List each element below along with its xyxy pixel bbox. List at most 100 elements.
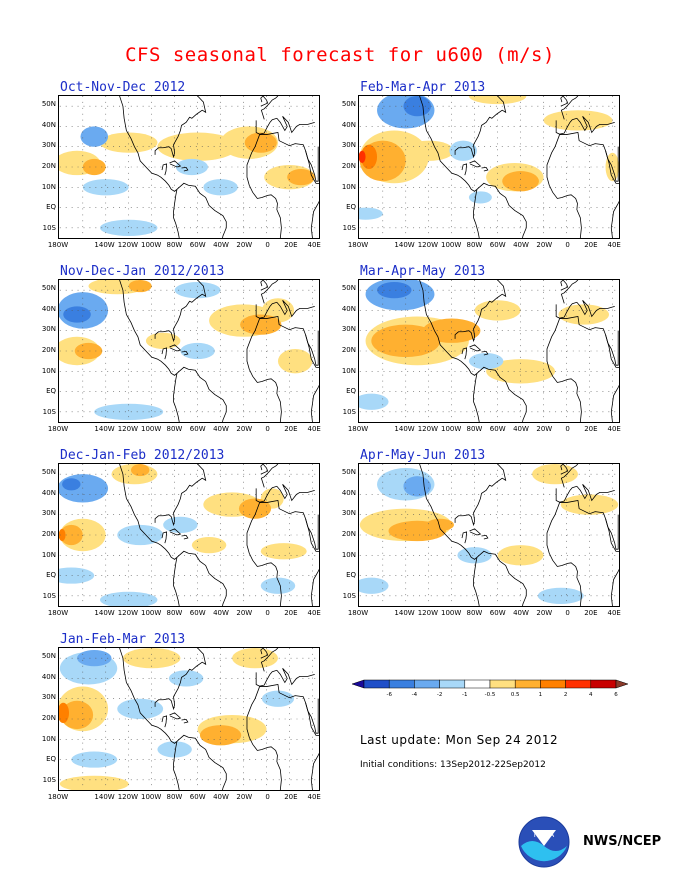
svg-text:NOAA: NOAA: [534, 831, 555, 839]
coastline: [246, 686, 282, 790]
coastline: [461, 347, 468, 360]
coastline: [260, 648, 279, 672]
coastline: [173, 189, 180, 238]
coastline: [246, 318, 282, 422]
coastline: [481, 166, 489, 172]
lat-tick-label: EQ: [46, 755, 56, 764]
coastline: [560, 464, 569, 475]
lon-tick-label: 60W: [189, 425, 206, 433]
lon-tick-label: 40W: [213, 241, 229, 249]
colorbar-tick-label: 1: [539, 692, 543, 698]
lat-tick-label: 40N: [41, 120, 56, 129]
anomaly-contour: [240, 314, 282, 335]
coastline: [419, 464, 478, 560]
coastline: [176, 366, 227, 422]
lat-tick-label: EQ: [346, 387, 356, 396]
lon-tick-label: 140W: [94, 609, 115, 617]
anomaly-contour: [199, 725, 242, 746]
lat-tick-label: EQ: [346, 203, 356, 212]
lon-tick-label: 140W: [394, 425, 415, 433]
coastline: [260, 464, 269, 475]
lat-tick-label: 10N: [341, 366, 356, 375]
coastline: [169, 712, 182, 720]
anomaly-contour: [560, 494, 619, 515]
lat-tick-label: 20N: [341, 346, 356, 354]
anomaly-contour: [100, 219, 158, 236]
lon-tick-label: 60W: [489, 609, 506, 617]
lat-tick-label: 10S: [42, 407, 56, 416]
lat-tick-label: 50N: [41, 284, 56, 293]
anomaly-contour: [359, 393, 389, 410]
lon-tick-label: 180W: [47, 425, 69, 433]
coastline: [469, 528, 482, 536]
lon-tick-label: 0: [265, 609, 270, 617]
coastline: [419, 96, 478, 192]
coastline: [161, 163, 168, 176]
colorbar-tick-label: -0.5: [485, 692, 496, 698]
coastline: [246, 134, 282, 238]
coastline: [454, 96, 507, 159]
lat-tick-label: 10S: [342, 591, 356, 600]
lon-tick-label: 60W: [189, 609, 206, 617]
coastline: [176, 550, 227, 606]
lon-tick-label: 40W: [213, 793, 229, 801]
anomaly-contour: [59, 702, 70, 724]
lat-tick-label: 10S: [42, 223, 56, 232]
anomaly-contour: [497, 545, 544, 566]
lat-tick-label: 10N: [41, 734, 56, 743]
coastline: [181, 534, 189, 540]
anomaly-contour: [80, 126, 109, 147]
coastline: [255, 116, 315, 135]
lon-tick-label: 20W: [536, 609, 553, 617]
lon-tick-label: 0: [565, 425, 570, 433]
colorbar-tick-label: -1: [462, 692, 467, 698]
lat-tick-label: EQ: [46, 571, 56, 580]
anomaly-contour: [468, 191, 492, 204]
lon-tick-label: 100W: [140, 793, 162, 801]
coastline: [560, 280, 569, 291]
anomaly-contour: [163, 516, 198, 533]
coastline: [481, 350, 489, 356]
colorbar-tick-label: -4: [412, 692, 418, 698]
lat-tick-label: 10N: [341, 182, 356, 191]
coastline: [560, 280, 579, 304]
coastline: [259, 132, 319, 238]
anomaly-contour: [371, 324, 441, 358]
lon-tick-label: 80W: [466, 609, 483, 617]
coastline: [260, 280, 279, 304]
colorbar-tick-label: -6: [386, 692, 392, 698]
lat-tick-label: 40N: [41, 488, 56, 497]
lon-tick-label: 20W: [236, 425, 253, 433]
coastline: [260, 96, 269, 107]
lat-tick-label: 40N: [341, 304, 356, 313]
lon-tick-label: 100W: [440, 425, 462, 433]
anomaly-contour: [238, 498, 272, 519]
coastline: [476, 366, 527, 422]
anomaly-contour: [359, 577, 389, 594]
coastline: [473, 557, 480, 606]
coastline: [461, 163, 468, 176]
anomaly-contour: [100, 132, 158, 153]
lon-tick-label: 20E: [284, 609, 298, 617]
lat-tick-label: EQ: [346, 571, 356, 580]
coastline: [560, 96, 579, 120]
lon-tick-label: 40E: [607, 241, 621, 249]
lon-tick-label: 0: [265, 425, 270, 433]
anomaly-map: [59, 464, 319, 606]
lat-tick-label: 40N: [41, 672, 56, 681]
lat-tick-label: 20N: [41, 530, 56, 538]
panel-title: Nov-Dec-Jan 2012/2013: [60, 264, 225, 279]
lon-tick-label: 0: [265, 241, 270, 249]
coastline: [169, 528, 182, 536]
anomaly-contour: [232, 648, 278, 669]
lon-tick-label: 80W: [166, 609, 183, 617]
lat-tick-label: 10S: [42, 591, 56, 600]
lon-tick-label: 100W: [140, 241, 162, 249]
colorbar-segment: [388, 679, 415, 689]
anomaly-contour: [128, 280, 152, 293]
coastline: [454, 464, 507, 527]
coastline: [259, 316, 319, 422]
anomaly-contour: [360, 144, 378, 170]
anomaly-map: [59, 96, 319, 238]
lon-tick-label: 180W: [47, 609, 69, 617]
